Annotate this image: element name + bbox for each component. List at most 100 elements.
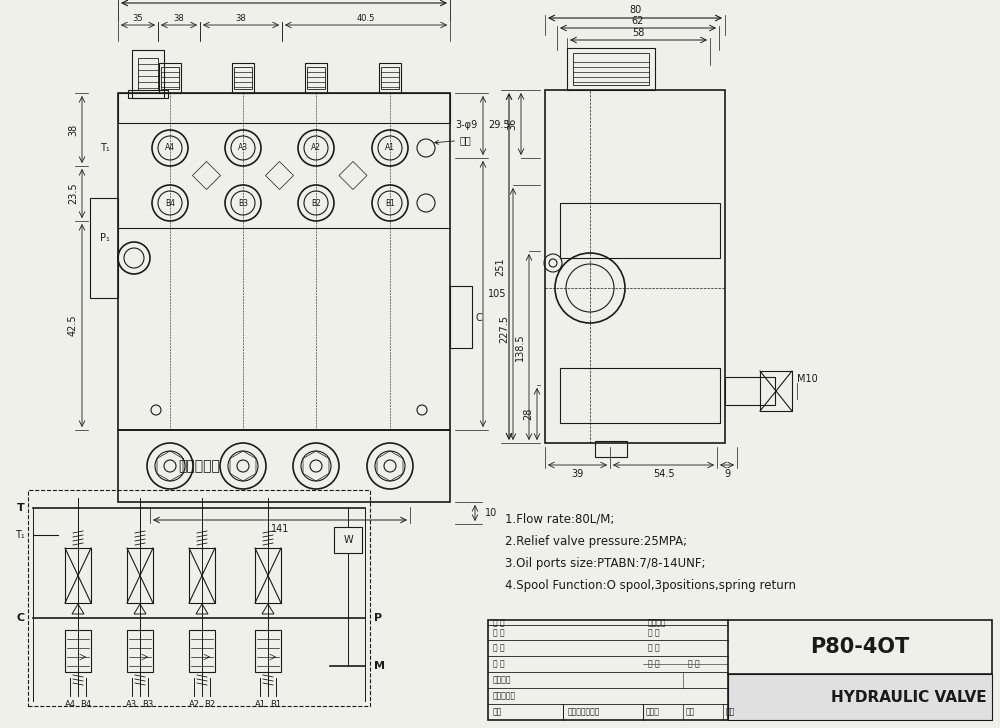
Text: T: T: [17, 503, 25, 513]
Text: 40.5: 40.5: [357, 14, 375, 23]
Text: A2: A2: [311, 143, 321, 152]
Text: 10: 10: [485, 508, 497, 518]
Text: 描 图: 描 图: [493, 644, 505, 652]
Bar: [381, 67, 399, 89]
Text: 第 张: 第 张: [688, 660, 700, 668]
Text: 4.Spool Function:O spool,3positions,spring return: 4.Spool Function:O spool,3positions,spri…: [505, 579, 796, 592]
Bar: [118, 93, 450, 123]
Text: A3: A3: [238, 143, 248, 152]
Text: A3: A3: [126, 700, 138, 709]
Bar: [560, 203, 720, 258]
Bar: [28, 490, 370, 706]
Bar: [560, 368, 720, 423]
Text: B3: B3: [238, 199, 248, 207]
Text: A4: A4: [64, 700, 76, 709]
Text: 62: 62: [632, 16, 644, 26]
Text: P80-4OT: P80-4OT: [810, 637, 910, 657]
Text: 2.Relief valve pressure:25MPA;: 2.Relief valve pressure:25MPA;: [505, 535, 687, 548]
Text: 工艺检查: 工艺检查: [493, 676, 512, 684]
Text: 重 量: 重 量: [648, 628, 660, 637]
Bar: [127, 548, 153, 603]
Text: T₁: T₁: [100, 143, 110, 153]
Bar: [725, 377, 775, 405]
Text: B4: B4: [165, 199, 175, 207]
Text: 共 张: 共 张: [648, 660, 660, 668]
Bar: [450, 286, 472, 348]
Bar: [255, 630, 281, 672]
Text: 35: 35: [133, 14, 143, 23]
Text: C: C: [17, 613, 25, 623]
Text: M: M: [374, 661, 385, 671]
Bar: [159, 63, 181, 93]
Bar: [127, 630, 153, 672]
Text: 141: 141: [271, 524, 289, 534]
Text: 1.Flow rate:80L/M;: 1.Flow rate:80L/M;: [505, 513, 614, 526]
Bar: [545, 90, 725, 443]
Text: 58: 58: [632, 28, 645, 38]
Bar: [379, 63, 401, 93]
Bar: [138, 58, 158, 90]
Text: 3.Oil ports size:PTABN:7/8-14UNF;: 3.Oil ports size:PTABN:7/8-14UNF;: [505, 557, 706, 570]
Text: 审核: 审核: [726, 708, 735, 716]
Text: 密 度: 密 度: [648, 644, 660, 652]
Text: 38: 38: [68, 123, 78, 135]
Text: 80: 80: [629, 5, 641, 15]
Bar: [189, 630, 215, 672]
Bar: [488, 620, 992, 720]
Text: 227.5: 227.5: [499, 315, 509, 343]
Text: 251: 251: [495, 257, 505, 276]
Text: HYDRAULIC VALVE: HYDRAULIC VALVE: [831, 689, 987, 705]
Bar: [65, 548, 91, 603]
Text: 29.5: 29.5: [488, 121, 510, 130]
Bar: [90, 198, 118, 298]
Text: P: P: [374, 613, 382, 623]
Bar: [307, 67, 325, 89]
Bar: [305, 63, 327, 93]
Text: 制 图: 制 图: [493, 628, 505, 637]
Bar: [334, 527, 362, 553]
Text: 138.5: 138.5: [515, 333, 525, 361]
Text: 标记: 标记: [493, 708, 502, 716]
Text: 54.5: 54.5: [653, 469, 674, 479]
Text: 校 对: 校 对: [493, 660, 505, 668]
Bar: [728, 674, 992, 720]
Bar: [132, 50, 164, 98]
Bar: [567, 48, 655, 90]
Text: 更改内容或依据: 更改内容或依据: [568, 708, 600, 716]
Text: B2: B2: [311, 199, 321, 207]
Text: W: W: [343, 535, 353, 545]
Bar: [189, 548, 215, 603]
Text: 日期: 日期: [686, 708, 695, 716]
Text: B1: B1: [270, 700, 282, 709]
Text: 39: 39: [571, 469, 584, 479]
Text: 标准化检查: 标准化检查: [493, 692, 516, 700]
Text: A2: A2: [188, 700, 200, 709]
Text: P₁: P₁: [100, 233, 110, 243]
Text: B2: B2: [204, 700, 216, 709]
Text: M10: M10: [797, 374, 818, 384]
Text: 38: 38: [174, 14, 184, 23]
Text: 38: 38: [236, 14, 246, 23]
Text: 42.5: 42.5: [68, 314, 78, 336]
Text: 28: 28: [523, 408, 533, 420]
Text: 36: 36: [507, 118, 517, 130]
Text: A1: A1: [385, 143, 395, 152]
Text: 图样标记: 图样标记: [648, 618, 666, 627]
Text: B1: B1: [385, 199, 395, 207]
Text: 105: 105: [488, 289, 507, 299]
Bar: [232, 63, 254, 93]
Text: 23.5: 23.5: [68, 183, 78, 205]
Text: 更改人: 更改人: [646, 708, 660, 716]
Bar: [595, 441, 627, 457]
Bar: [128, 90, 168, 98]
Bar: [573, 53, 649, 85]
Bar: [118, 430, 450, 502]
Text: B3: B3: [142, 700, 154, 709]
Text: B4: B4: [80, 700, 92, 709]
Text: T₁: T₁: [15, 530, 25, 540]
Bar: [760, 371, 792, 411]
Text: 液压原理图: 液压原理图: [178, 459, 220, 473]
Text: 9: 9: [724, 469, 730, 479]
Text: 3-φ9: 3-φ9: [455, 120, 477, 130]
Text: A4: A4: [165, 143, 175, 152]
